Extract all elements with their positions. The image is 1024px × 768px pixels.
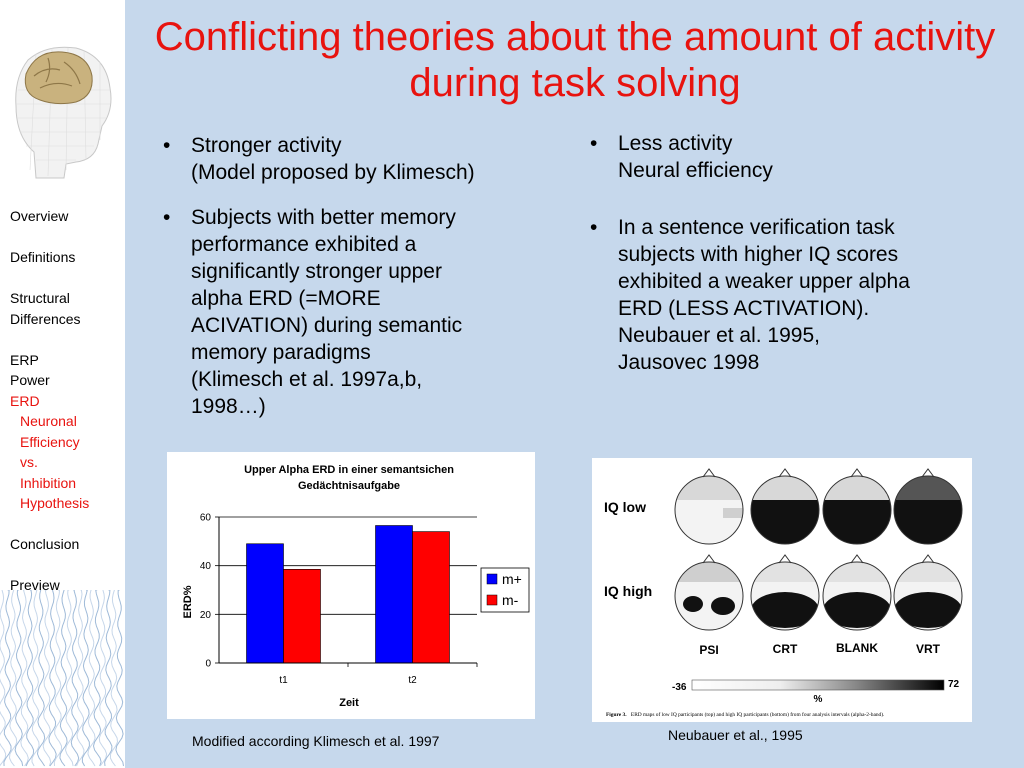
erd-maps: IQ low IQ high PSI CRT BLANK VRT -36 72 … bbox=[604, 468, 963, 718]
chart-source-caption: Modified according Klimesch et al. 1997 bbox=[192, 733, 440, 749]
chart-legend-swatch bbox=[486, 573, 498, 585]
left-bullet-2-line: 1998…) bbox=[191, 395, 266, 418]
right-bullet-2-line: Neubauer et al. 1995, bbox=[618, 324, 820, 347]
chart-xtick-label: t2 bbox=[408, 675, 417, 686]
eeg-waves-decoration bbox=[0, 590, 124, 767]
bar-chart-panel: Upper Alpha ERD in einer semantsichen Ge… bbox=[167, 452, 535, 719]
scale-max-label: 72 bbox=[948, 679, 960, 690]
chart-title-line1: Upper Alpha ERD in einer semantsichen bbox=[244, 464, 454, 476]
right-bullet-2-line: ERD (LESS ACTIVATION). bbox=[618, 297, 870, 320]
sidebar: Overview Definitions Structural Differen… bbox=[0, 0, 125, 768]
erd-map-figure: IQ low IQ high PSI CRT BLANK VRT -36 72 … bbox=[592, 458, 972, 722]
chart-legend-label: m- bbox=[502, 592, 519, 608]
condition-label-crt: CRT bbox=[773, 642, 798, 656]
chart-bar-m--t2 bbox=[412, 531, 450, 664]
chart-bar-m+-t1 bbox=[246, 543, 284, 664]
left-bullet-2-line: memory paradigms bbox=[191, 341, 371, 364]
bar-chart: Upper Alpha ERD in einer semantsichen Ge… bbox=[182, 464, 530, 709]
chart-legend-label: m+ bbox=[502, 571, 522, 587]
iq-low-label: IQ low bbox=[604, 499, 646, 515]
nav-item-vs[interactable]: vs. bbox=[20, 454, 38, 470]
nav-item-differences[interactable]: Differences bbox=[10, 310, 81, 327]
figure-source-caption: Neubauer et al., 1995 bbox=[668, 727, 803, 743]
brain-head-image bbox=[15, 46, 112, 179]
scale-min-label: -36 bbox=[672, 682, 687, 693]
left-bullet-1-line2: (Model proposed by Klimesch) bbox=[191, 161, 475, 184]
erd-head-map bbox=[674, 468, 744, 545]
chart-ylabel: ERD% bbox=[182, 585, 194, 618]
condition-label-vrt: VRT bbox=[916, 642, 941, 656]
nav-item-power[interactable]: Power bbox=[10, 372, 50, 388]
figure-caption: Figure 3. ERD maps of low IQ participant… bbox=[606, 711, 884, 718]
nav-item-definitions[interactable]: Definitions bbox=[10, 249, 76, 265]
chart-ytick-label: 40 bbox=[200, 561, 212, 572]
erd-head-map bbox=[674, 554, 744, 631]
left-bullet-1-line1: Stronger activity bbox=[191, 134, 342, 157]
figure-caption-text: ERD maps of low IQ participants (top) an… bbox=[631, 711, 884, 718]
left-bullet-2-line: Subjects with better memory bbox=[191, 206, 456, 229]
right-bullet-1-line1: Less activity bbox=[618, 132, 733, 155]
erd-head-map bbox=[893, 554, 963, 631]
left-bullet-2-line: (Klimesch et al. 1997a,b, bbox=[191, 368, 423, 391]
condition-label-blank: BLANK bbox=[836, 641, 878, 655]
nav-item-preview[interactable]: Preview bbox=[10, 577, 60, 593]
nav-item-conclusion[interactable]: Conclusion bbox=[10, 536, 80, 552]
right-bullet-1-line2: Neural efficiency bbox=[618, 159, 773, 182]
nav-item-erd[interactable]: ERD bbox=[10, 392, 40, 409]
erd-head-map bbox=[822, 554, 892, 631]
nav-item-neuronal[interactable]: Neuronal bbox=[20, 413, 77, 429]
erd-color-scale bbox=[691, 679, 945, 691]
right-bullet-2-line: subjects with higher IQ scores bbox=[618, 243, 899, 266]
nav-item-inhibition[interactable]: Inhibition bbox=[20, 474, 77, 491]
right-bullet-1: Less activity Neural efficiency bbox=[582, 130, 1002, 184]
right-bullet-2-line: Jausovec 1998 bbox=[618, 351, 760, 374]
right-bullet-2-line: exhibited a weaker upper alpha bbox=[618, 270, 910, 293]
chart-title-line2: Gedächtnisaufgabe bbox=[298, 480, 400, 492]
condition-label-psi: PSI bbox=[699, 643, 718, 657]
chart-bar-m--t1 bbox=[283, 569, 321, 664]
iq-high-label: IQ high bbox=[604, 583, 652, 599]
left-bullet-2-line: alpha ERD (=MORE bbox=[191, 287, 381, 310]
nav-item-structural[interactable]: Structural bbox=[10, 290, 70, 306]
chart-xtick-label: t1 bbox=[279, 675, 288, 686]
erd-head-map bbox=[893, 468, 963, 545]
right-column: Less activity Neural efficiency In a sen… bbox=[582, 130, 1002, 376]
slide-title: Conflicting theories about the amount of… bbox=[154, 15, 996, 105]
nav-item-overview[interactable]: Overview bbox=[10, 208, 69, 224]
nav-item-hypothesis[interactable]: Hypothesis bbox=[20, 495, 90, 511]
chart-bar-m+-t2 bbox=[375, 525, 413, 664]
erd-head-map bbox=[750, 554, 820, 631]
left-column: Stronger activity (Model proposed by Kli… bbox=[155, 132, 555, 420]
left-bullet-2-line: performance exhibited a bbox=[191, 233, 417, 256]
erd-head-map bbox=[822, 468, 892, 545]
sidebar-nav: Overview Definitions Structural Differen… bbox=[10, 206, 89, 596]
right-bullet-2-line: In a sentence verification task bbox=[618, 216, 895, 239]
right-bullet-2: In a sentence verification task subjects… bbox=[582, 214, 1002, 376]
nav-item-erp[interactable]: ERP bbox=[10, 351, 39, 368]
chart-ytick-label: 20 bbox=[200, 610, 212, 621]
chart-ytick-label: 60 bbox=[200, 513, 212, 524]
chart-legend-swatch bbox=[486, 594, 498, 606]
left-bullet-1: Stronger activity (Model proposed by Kli… bbox=[155, 132, 555, 186]
figure-caption-label: Figure 3. bbox=[606, 712, 627, 718]
scale-unit-label: % bbox=[814, 694, 823, 705]
chart-xlabel: Zeit bbox=[339, 697, 359, 709]
nav-item-efficiency[interactable]: Efficiency bbox=[20, 433, 80, 450]
chart-ytick-label: 0 bbox=[205, 659, 211, 670]
left-bullet-2: Subjects with better memory performance … bbox=[155, 204, 555, 420]
left-bullet-2-line: ACIVATION) during semantic bbox=[191, 314, 463, 337]
erd-head-map bbox=[750, 468, 820, 545]
left-bullet-2-line: significantly stronger upper bbox=[191, 260, 442, 283]
